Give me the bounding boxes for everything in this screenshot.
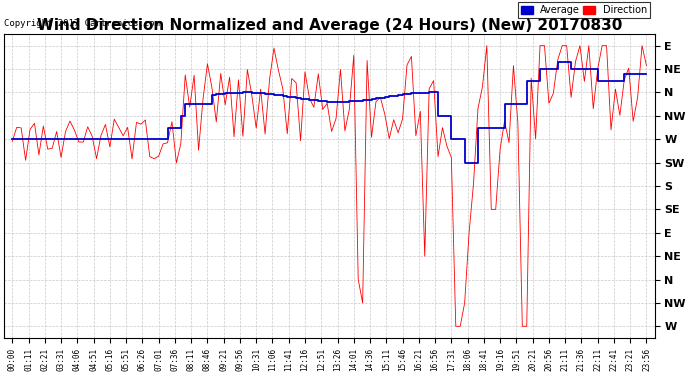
Text: Copyright 2017 Cartronics.com: Copyright 2017 Cartronics.com (4, 19, 160, 28)
Legend: Average, Direction: Average, Direction (518, 2, 650, 18)
Title: Wind Direction Normalized and Average (24 Hours) (New) 20170830: Wind Direction Normalized and Average (2… (37, 18, 622, 33)
